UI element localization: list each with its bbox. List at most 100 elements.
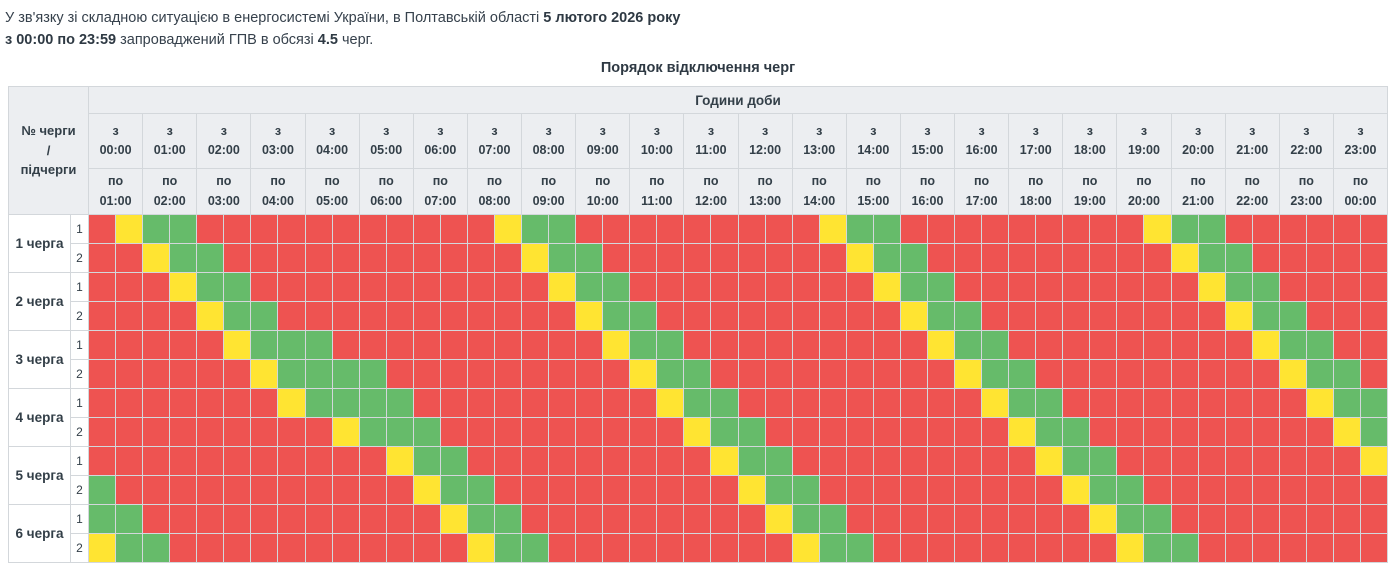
- slot-cell: [466, 388, 495, 418]
- slot-cell: [629, 533, 658, 563]
- slot-cell: [277, 214, 306, 244]
- slot-cell: [629, 359, 658, 389]
- slot-cell: [981, 533, 1010, 563]
- slot-cell: [845, 243, 874, 273]
- slot-cell: [223, 504, 252, 534]
- slot-cell: [196, 272, 225, 302]
- hour-header-to: по 23:00: [1278, 168, 1334, 215]
- hour-header-to: по 18:00: [1008, 168, 1064, 215]
- intro-line2-bold1: з 00:00 по 23:59: [5, 32, 117, 48]
- slot-cell: [899, 417, 928, 447]
- hour-header-from: з 05:00: [358, 113, 414, 169]
- slot-cell: [304, 417, 333, 447]
- slot-cell: [277, 243, 306, 273]
- slot-cell: [548, 359, 577, 389]
- slot-cell: [1089, 446, 1118, 476]
- slot-cell: [1062, 214, 1091, 244]
- slot-cell: [1224, 417, 1253, 447]
- subqueue-label: 1: [70, 330, 89, 360]
- slot-cell: [629, 388, 658, 418]
- slot-cell: [737, 330, 766, 360]
- slot-cell: [764, 533, 793, 563]
- slot-cell: [602, 301, 631, 331]
- slot-cell: [1170, 504, 1199, 534]
- slot-cell: [872, 533, 901, 563]
- slot-cell: [1305, 359, 1334, 389]
- slot-cell: [466, 359, 495, 389]
- slot-cell: [1305, 533, 1334, 563]
- slot-cell: [1251, 243, 1280, 273]
- slot-cell: [115, 446, 144, 476]
- slot-cell: [1224, 388, 1253, 418]
- slot-cell: [87, 417, 117, 447]
- hour-header-from: з 21:00: [1224, 113, 1280, 169]
- slot-cell: [1116, 533, 1145, 563]
- slot-cell: [1197, 533, 1226, 563]
- slot-cell: [331, 330, 360, 360]
- slot-cell: [358, 504, 387, 534]
- slot-cell: [493, 214, 523, 244]
- slot-cell: [223, 272, 252, 302]
- slot-cell: [142, 243, 171, 273]
- slot-cell: [1089, 475, 1118, 505]
- slot-cell: [575, 214, 604, 244]
- slot-cell: [493, 301, 523, 331]
- slot-cell: [981, 417, 1010, 447]
- slot-cell: [791, 330, 820, 360]
- hour-header-to: по 02:00: [142, 168, 198, 215]
- slot-cell: [304, 214, 333, 244]
- intro-text: У зв'язку зі складною ситуацією в енерго…: [0, 0, 1388, 51]
- slot-cell: [439, 214, 468, 244]
- slot-cell: [1251, 301, 1280, 331]
- slot-cell: [304, 272, 333, 302]
- slot-cell: [439, 475, 468, 505]
- slot-cell: [926, 504, 956, 534]
- schedule-row: 2: [9, 359, 1388, 389]
- slot-cell: [1170, 243, 1199, 273]
- slot-cell: [818, 446, 847, 476]
- slot-cell: [1008, 504, 1037, 534]
- slot-cell: [845, 446, 874, 476]
- slot-cell: [656, 301, 685, 331]
- slot-cell: [1197, 475, 1226, 505]
- hour-header-to: по 15:00: [845, 168, 901, 215]
- slot-cell: [520, 417, 550, 447]
- slot-cell: [196, 359, 225, 389]
- slot-cell: [385, 504, 414, 534]
- slot-cell: [548, 475, 577, 505]
- slot-cell: [1008, 359, 1037, 389]
- slot-cell: [412, 330, 441, 360]
- queue-label: 3 черга: [8, 330, 71, 389]
- slot-cell: [520, 330, 550, 360]
- slot-cell: [466, 475, 495, 505]
- slot-cell: [385, 272, 414, 302]
- slot-cell: [845, 533, 874, 563]
- slot-cell: [1332, 301, 1361, 331]
- slot-cell: [1143, 330, 1172, 360]
- slot-cell: [1089, 417, 1118, 447]
- slot-cell: [1278, 446, 1307, 476]
- slot-cell: [169, 388, 198, 418]
- slot-cell: [1143, 301, 1172, 331]
- slot-cell: [250, 243, 279, 273]
- queue-label: 6 черга: [8, 504, 71, 563]
- slot-cell: [602, 272, 631, 302]
- slot-cell: [142, 330, 171, 360]
- slot-cell: [385, 301, 414, 331]
- hour-header-to: по 14:00: [791, 168, 847, 215]
- slot-cell: [683, 301, 712, 331]
- slot-cell: [791, 388, 820, 418]
- slot-cell: [304, 301, 333, 331]
- slot-cell: [1359, 214, 1388, 244]
- slot-cell: [818, 214, 847, 244]
- slot-cell: [1062, 504, 1091, 534]
- slot-cell: [223, 214, 252, 244]
- slot-cell: [1089, 272, 1118, 302]
- slot-cell: [1197, 359, 1226, 389]
- slot-cell: [1278, 330, 1307, 360]
- slot-cell: [1062, 243, 1091, 273]
- slot-cell: [1251, 533, 1280, 563]
- hour-header-from: з 08:00: [520, 113, 577, 169]
- slot-cell: [818, 533, 847, 563]
- slot-cell: [196, 446, 225, 476]
